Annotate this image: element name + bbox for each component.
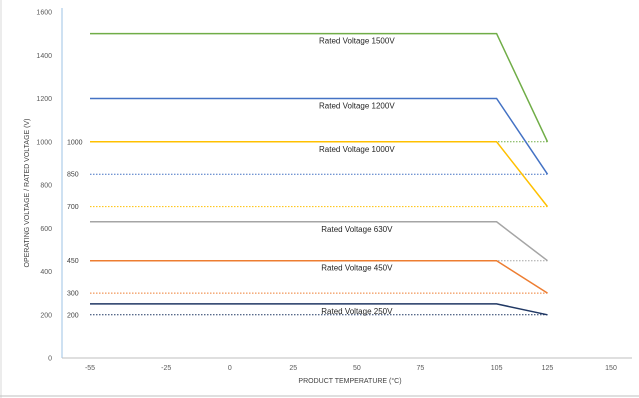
y-tick-label: 1400 — [36, 53, 52, 60]
y-tick-labels: 0 200 400 600 800 1000 1200 1400 1600 — [36, 10, 52, 363]
series-label: Rated Voltage 1500V — [319, 37, 395, 46]
x-tick-label: 75 — [416, 365, 424, 372]
y-tick-label: 800 — [40, 183, 52, 190]
series-line — [90, 259, 548, 294]
series-label: Rated Voltage 1000V — [319, 145, 395, 154]
reference-line-label: 1000 — [67, 139, 83, 146]
y-tick-label: 600 — [40, 226, 52, 233]
y-tick-label: 400 — [40, 269, 52, 276]
y-tick-label: 1000 — [36, 139, 52, 146]
x-tick-label: 105 — [491, 365, 503, 372]
x-tick-label: 150 — [605, 365, 617, 372]
x-tick-label: 125 — [542, 365, 554, 372]
y-tick-label: 1200 — [36, 96, 52, 103]
series-line — [90, 141, 549, 208]
x-tick-label: 0 — [228, 365, 232, 372]
x-tick-label: -25 — [161, 365, 171, 372]
series-line — [90, 303, 548, 316]
y-tick-label: 200 — [40, 312, 52, 319]
reference-line-label: 300 — [67, 291, 79, 298]
y-tick-label: 0 — [48, 356, 52, 363]
series-line — [90, 97, 549, 175]
x-tick-label: -55 — [85, 365, 95, 372]
series-line — [90, 221, 548, 262]
series-label: Rated Voltage 450V — [321, 264, 393, 273]
series-label: Rated Voltage 250V — [321, 307, 393, 316]
reference-line-label: 850 — [67, 172, 79, 179]
y-tick-label: 1600 — [36, 10, 52, 17]
y-axis-title: OPERATING VOLTAGE / RATED VOLTAGE (V) — [24, 119, 31, 268]
series-lines: Rated Voltage 1500V Rated Voltage 1200V Ra… — [90, 32, 549, 316]
reference-line-label: 450 — [67, 258, 79, 265]
reference-line-label: 200 — [67, 312, 79, 319]
reference-line-label: 700 — [67, 204, 79, 211]
x-tick-label: 50 — [353, 365, 361, 372]
series-line — [90, 32, 549, 143]
series-label: Rated Voltage 630V — [321, 225, 393, 234]
x-tick-label: 25 — [289, 365, 297, 372]
x-axis-title: PRODUCT TEMPERATURE (°C) — [298, 377, 401, 385]
x-tick-labels: -55 -25 0 25 50 75 105 125 150 — [85, 365, 617, 372]
series-label: Rated Voltage 1200V — [319, 102, 395, 111]
